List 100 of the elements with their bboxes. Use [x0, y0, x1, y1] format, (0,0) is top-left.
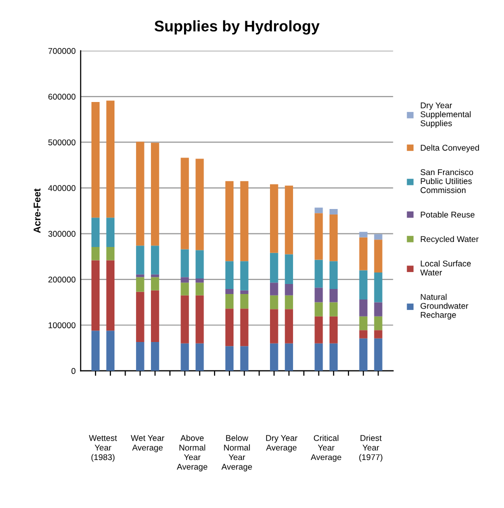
bar [180, 343, 189, 371]
text: Dry Year Average [266, 435, 298, 452]
bar [314, 316, 323, 344]
bar [240, 290, 248, 294]
bar [91, 246, 100, 260]
bar [270, 184, 278, 253]
bar [91, 260, 100, 331]
bar [91, 330, 100, 371]
bar [106, 246, 114, 260]
bar [136, 277, 144, 292]
legend-label: Recycled Water [420, 236, 479, 244]
bar [106, 260, 114, 331]
bar [359, 330, 368, 338]
bar [330, 289, 338, 302]
text: Above Normal Year Average [176, 434, 208, 472]
bar [314, 343, 323, 371]
bar [284, 343, 294, 371]
legend-label: Local Surface Water [420, 260, 471, 276]
y-tick-label: 600000 [48, 94, 76, 100]
bar [270, 343, 278, 371]
bar [330, 343, 338, 371]
bar [284, 284, 294, 296]
legend-label: Natural Groundwater Recharge [420, 294, 468, 320]
bar [106, 330, 114, 371]
y-tick-label: 100000 [48, 322, 76, 328]
bar [180, 295, 189, 344]
bar [330, 261, 338, 289]
legend-label: Dry Year Supplemental Supplies [420, 102, 471, 128]
bar [330, 302, 338, 316]
y-tick-label: 500000 [48, 139, 76, 146]
bar [284, 295, 294, 310]
text: Below Normal Year Average [221, 434, 252, 472]
bar [270, 252, 278, 283]
bar [270, 282, 278, 296]
bar [374, 330, 382, 338]
bar [359, 270, 368, 300]
bar [225, 181, 234, 262]
bar [180, 282, 189, 296]
bar [374, 234, 382, 240]
bar [240, 181, 248, 262]
y-tick-label: 200000 [48, 276, 76, 282]
bar [359, 338, 368, 371]
bar [314, 213, 323, 260]
legend-label: San Francisco Public Utilities Commission [420, 169, 474, 194]
bar [136, 142, 144, 246]
bar [284, 186, 294, 254]
bar [196, 158, 204, 250]
bar [284, 254, 294, 284]
bar [359, 316, 368, 330]
bar [150, 142, 160, 246]
legend-label: Delta Conveyed [420, 144, 479, 152]
text: Wettest Year (1983) [88, 435, 117, 462]
bar [240, 261, 248, 290]
bar [180, 277, 189, 283]
bar [196, 282, 204, 296]
bar [330, 208, 338, 214]
bar [225, 289, 234, 294]
bar [359, 300, 368, 316]
bar [136, 342, 144, 371]
bar [330, 214, 338, 262]
bar [91, 218, 100, 247]
bar [180, 158, 189, 250]
chart-title: Supplies by Hydrology [154, 20, 320, 35]
y-tick-label: 400000 [48, 185, 76, 192]
bar [270, 295, 278, 310]
bar [225, 294, 234, 309]
bar [284, 309, 294, 344]
y-tick-label: 700000 [48, 48, 76, 54]
bar [225, 346, 234, 371]
bar [106, 100, 114, 218]
bar [314, 208, 323, 214]
bar [240, 308, 248, 346]
bar [150, 342, 160, 371]
bar [196, 295, 204, 344]
bar [314, 288, 323, 302]
bar [196, 343, 204, 371]
bar [374, 240, 382, 273]
bar [106, 218, 114, 247]
bar [150, 290, 160, 342]
bar [330, 316, 338, 344]
bar [225, 261, 234, 289]
bar [374, 272, 382, 302]
bar [136, 246, 144, 274]
bar [374, 338, 382, 371]
bar [240, 346, 248, 371]
bar [196, 250, 204, 278]
bar [196, 278, 204, 283]
bar [359, 237, 368, 270]
bar [91, 102, 100, 218]
text: Driest Year (1977) [359, 434, 382, 462]
bar [150, 246, 160, 274]
legend-label: Potable Reuse [420, 211, 474, 218]
bar [150, 277, 160, 290]
bar [136, 292, 144, 342]
bar [374, 302, 382, 316]
text: Wet Year Average [130, 435, 164, 452]
bar [359, 232, 368, 238]
bar [180, 249, 189, 278]
y-tick-label: 300000 [48, 230, 76, 237]
bar [314, 302, 323, 316]
